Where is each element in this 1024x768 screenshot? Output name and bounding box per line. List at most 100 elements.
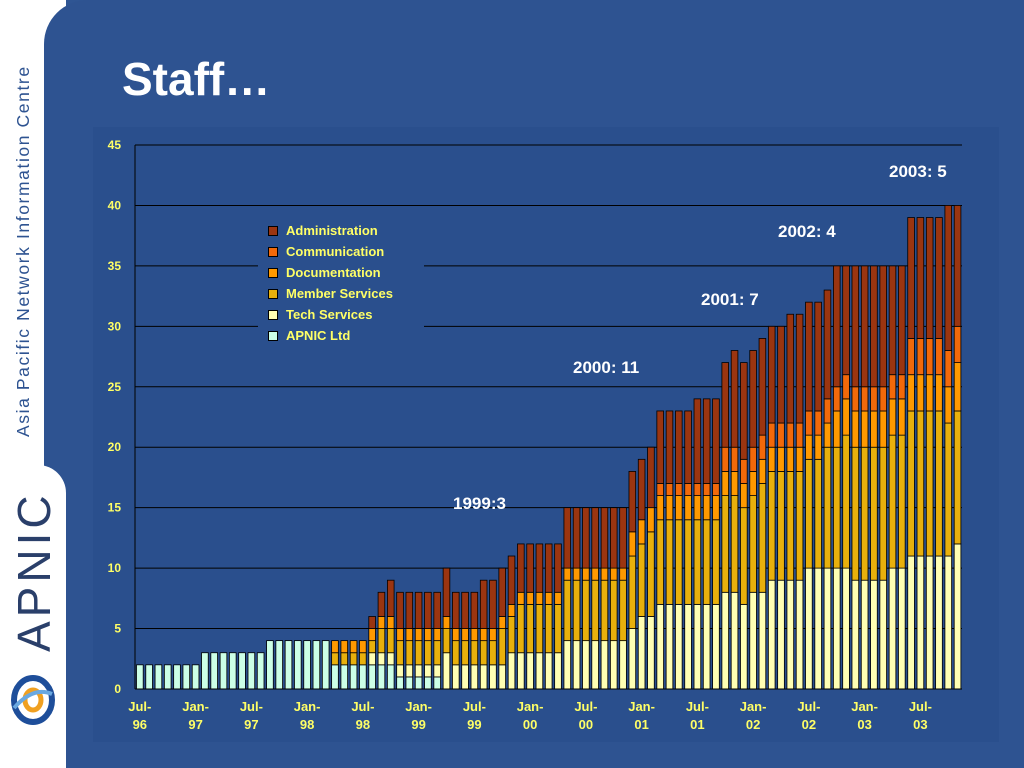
- legend-item-tech-services: Tech Services: [268, 307, 372, 323]
- bar-segment: [359, 640, 367, 654]
- bar-segment: [665, 495, 674, 521]
- bar-segment: [489, 640, 497, 666]
- bar-segment: [535, 591, 544, 605]
- bar-segment: [749, 350, 757, 448]
- bar-segment: [684, 603, 692, 690]
- bar-segment: [693, 495, 702, 521]
- bar-segment: [461, 664, 469, 690]
- bar-segment: [953, 543, 962, 690]
- bar-segment: [386, 652, 395, 666]
- bar-segment: [823, 567, 832, 690]
- x-tick-label-year: 99: [411, 717, 425, 732]
- legend-swatch: [268, 267, 278, 278]
- bar-segment: [628, 470, 637, 533]
- bar-segment: [340, 640, 349, 654]
- bar-segment: [916, 555, 925, 690]
- bar-segment: [489, 579, 497, 629]
- x-tick-label-year: 01: [634, 717, 648, 732]
- x-tick-label-year: 00: [523, 717, 537, 732]
- bar-segment: [730, 470, 739, 496]
- bar-layer: [136, 205, 962, 690]
- bar-segment: [517, 603, 525, 654]
- bar-segment: [396, 640, 404, 666]
- x-tick-label-year: 00: [579, 717, 593, 732]
- legend-label: Communication: [286, 244, 385, 259]
- bar-segment: [600, 579, 609, 642]
- bar-segment: [758, 458, 767, 484]
- bar-segment: [647, 616, 655, 690]
- bar-segment: [767, 470, 776, 581]
- x-tick-label: Jan-: [294, 699, 321, 714]
- bar-segment: [619, 567, 627, 581]
- bar-segment: [712, 483, 720, 496]
- bar-segment: [424, 676, 432, 690]
- bar-segment: [814, 567, 822, 690]
- x-tick-label: Jan-: [517, 699, 544, 714]
- bar-segment: [833, 410, 841, 448]
- bar-segment: [544, 591, 553, 605]
- y-tick-label: 10: [108, 561, 122, 575]
- bar-segment: [879, 579, 887, 690]
- bar-segment: [610, 567, 618, 581]
- bar-segment: [805, 434, 813, 460]
- bar-segment: [712, 603, 720, 690]
- bar-segment: [898, 374, 906, 400]
- bar-segment: [414, 628, 423, 642]
- bar-segment: [786, 446, 795, 472]
- bar-segment: [879, 265, 887, 388]
- bar-segment: [414, 640, 423, 666]
- bar-segment: [730, 446, 739, 472]
- bar-segment: [414, 664, 423, 678]
- bar-segment: [712, 519, 720, 605]
- bar-segment: [396, 676, 404, 690]
- x-tick-label: Jul-: [240, 699, 263, 714]
- bar-segment: [656, 495, 664, 521]
- legend-label: Documentation: [286, 265, 381, 280]
- bar-segment: [572, 507, 581, 569]
- bar-segment: [201, 652, 209, 690]
- bar-segment: [647, 446, 655, 509]
- bar-segment: [684, 519, 692, 605]
- bar-segment: [405, 591, 414, 629]
- x-tick-label: Jan-: [740, 699, 767, 714]
- bar-segment: [145, 664, 153, 690]
- bar-segment: [136, 664, 144, 690]
- bar-segment: [396, 628, 404, 642]
- bar-segment: [424, 640, 432, 666]
- legend-label: Administration: [286, 223, 378, 238]
- bar-segment: [377, 664, 386, 690]
- legend-swatch: [268, 246, 278, 257]
- bar-segment: [767, 579, 776, 690]
- bar-segment: [544, 603, 553, 654]
- bar-segment: [944, 555, 953, 690]
- bar-segment: [600, 640, 609, 690]
- bar-segment: [359, 664, 367, 690]
- bar-segment: [888, 374, 897, 400]
- bar-segment: [173, 664, 181, 690]
- bar-segment: [795, 313, 804, 424]
- bar-segment: [386, 579, 395, 617]
- bar-segment: [805, 301, 813, 412]
- legend-label: Member Services: [286, 286, 393, 301]
- bar-segment: [833, 386, 841, 412]
- bar-segment: [637, 543, 646, 617]
- bar-segment: [851, 446, 860, 581]
- bar-segment: [312, 640, 321, 690]
- bar-segment: [470, 664, 479, 690]
- bar-segment: [526, 652, 534, 690]
- x-tick-label: Jan-: [182, 699, 209, 714]
- bar-segment: [275, 640, 283, 690]
- y-tick-label: 5: [114, 622, 121, 636]
- bar-segment: [600, 507, 609, 569]
- bar-segment: [182, 664, 191, 690]
- bar-segment: [675, 410, 683, 484]
- bar-segment: [925, 338, 934, 376]
- bar-segment: [749, 591, 757, 690]
- bar-segment: [554, 543, 562, 593]
- bar-segment: [842, 374, 850, 400]
- bar-segment: [433, 676, 441, 690]
- bar-segment: [740, 458, 748, 484]
- bar-segment: [907, 217, 915, 339]
- bar-segment: [675, 603, 683, 690]
- annotation-2001: 2001: 7: [701, 290, 759, 309]
